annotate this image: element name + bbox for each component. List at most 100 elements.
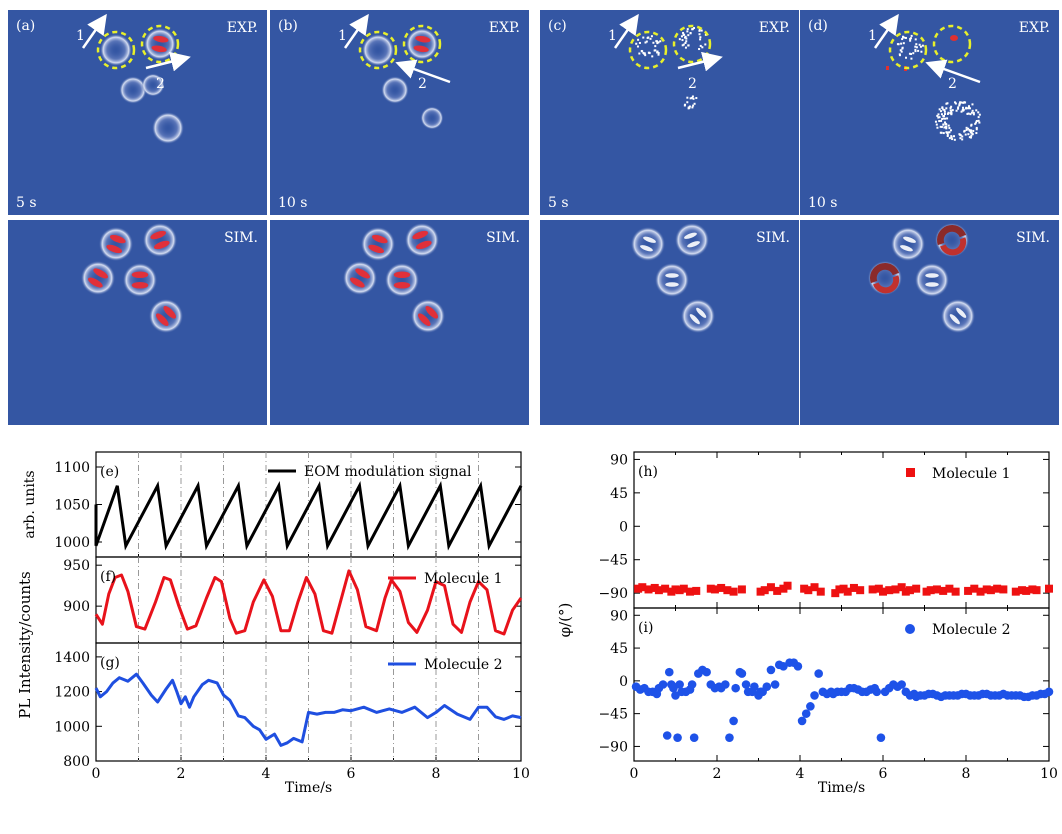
speckle-pixel [655, 40, 658, 43]
scatter-point-molecule-1 [717, 583, 726, 592]
time-label: 5 s [16, 195, 37, 211]
scatter-point-molecule-1 [779, 584, 788, 593]
sim-molecule [890, 226, 926, 262]
speckle-pixel [650, 35, 653, 38]
x-tick-label: 10 [512, 766, 530, 782]
scatter-point-molecule-1 [1011, 587, 1020, 596]
speckle-pixel [684, 35, 687, 38]
speckle-pixel [942, 132, 945, 135]
molecule-lobe [153, 240, 170, 250]
speckle-pixel [962, 108, 965, 111]
dashed-circle-2 [140, 24, 180, 64]
speckle-pixel [941, 117, 944, 120]
chart-i: −90 −45 0 45 90 0 2 4 6 8 10 (i) Molecule 2 Time/s [598, 607, 1058, 796]
exp-panel-d: (d) EXP. 10 s 1 2 [800, 10, 1059, 215]
molecule-ring [98, 226, 134, 262]
molecule-ring [940, 298, 976, 334]
sim-molecule [404, 222, 440, 258]
dashed-circle-1 [96, 30, 136, 70]
arrow-1 [81, 13, 107, 49]
scatter-point-molecule-1 [710, 585, 719, 594]
x-tick-label: 0 [92, 766, 101, 782]
speckle-pixel [654, 45, 657, 48]
speckle-pixel [914, 50, 917, 53]
scatter-point-molecule-2 [662, 731, 672, 740]
y-tick-label: 950 [63, 558, 90, 574]
arrow-label-2: 2 [948, 76, 957, 92]
scatter-point-molecule-2 [673, 733, 682, 742]
speckle-pixel [945, 127, 948, 130]
sim-panel-background [540, 220, 799, 425]
speckle-pixel [975, 132, 978, 135]
speckle-pixel [699, 44, 702, 47]
speckle-pixel [937, 116, 940, 119]
y-tick-label: 45 [610, 486, 628, 502]
speckle-pixel [945, 107, 948, 110]
time-label: 10 s [278, 195, 307, 211]
sim-tag: SIM. [756, 230, 790, 246]
scatter-point-molecule-1 [800, 584, 809, 593]
molecule-lobe [106, 244, 123, 254]
speckle-pixel [935, 123, 938, 126]
speckle-pixel [971, 109, 974, 112]
speckle-pixel [692, 97, 695, 100]
speckle-pixel [921, 44, 924, 47]
speckle-pixel [685, 40, 688, 43]
scatter-point-molecule-1 [939, 586, 948, 595]
speckle-pixel [685, 37, 688, 40]
speckle-pixel [970, 123, 973, 126]
arrow-2 [677, 51, 723, 72]
scatter-point-molecule-2 [814, 669, 823, 678]
speckle-pixel [691, 96, 694, 99]
speckle-pixel [943, 110, 946, 113]
speckle-pixel [970, 111, 973, 114]
molecule-1-speckle [635, 35, 662, 58]
speckle-pixel [945, 123, 948, 126]
molecule-lobe [393, 271, 411, 279]
speckle-pixel [957, 107, 960, 110]
x-tick-label: 6 [347, 766, 356, 782]
molecule-ring [80, 260, 116, 296]
molecule-lobe [870, 263, 900, 284]
molecule-ring [142, 222, 178, 258]
speckle-pixel [961, 135, 964, 138]
molecule-5-speckle [934, 101, 981, 141]
dashed-circle-1 [358, 30, 398, 70]
speckle-pixel [948, 127, 951, 130]
speckle-pixel [645, 40, 648, 43]
speckle-pixel [656, 51, 659, 54]
speckle-pixel [919, 45, 922, 48]
speckle-pixel [951, 109, 954, 112]
molecule-lobe [903, 236, 916, 243]
speckle-pixel [653, 49, 656, 52]
speckle-pixel [972, 111, 975, 114]
speckle-pixel [899, 49, 902, 52]
y-tick-label: 0 [619, 519, 628, 535]
sim-panel-b: SIM. [270, 220, 529, 425]
legend-label: Molecule 2 [424, 657, 503, 673]
speckle-pixel [896, 43, 899, 46]
scatter-point-molecule-2 [762, 682, 772, 691]
speckle-pixel [967, 127, 970, 130]
speckle-pixel [915, 43, 918, 46]
speckle-pixel [949, 107, 952, 110]
speckle-pixel [657, 41, 660, 44]
speckle-pixel [900, 42, 903, 45]
x-tick-label: 6 [879, 766, 888, 782]
molecule-ring [674, 222, 710, 258]
speckle-pixel [950, 135, 953, 138]
speckle-pixel [943, 121, 946, 124]
speckle-pixel [657, 52, 660, 55]
molecule-ring [654, 262, 690, 298]
molecule-ring [119, 76, 147, 104]
molecule-lobe [151, 45, 167, 53]
x-tick-label: 8 [432, 766, 441, 782]
x-tick-label: 0 [630, 766, 639, 782]
dashed-circle-2 [932, 24, 972, 64]
speckle-pixel [969, 107, 972, 110]
chart-f: 900 950 (f) Molecule 1 [63, 556, 523, 644]
molecule-lobe [425, 306, 438, 319]
scatter-point-molecule-2 [779, 661, 788, 671]
speckle-pixel [953, 138, 956, 141]
molecule-ring [361, 33, 395, 67]
